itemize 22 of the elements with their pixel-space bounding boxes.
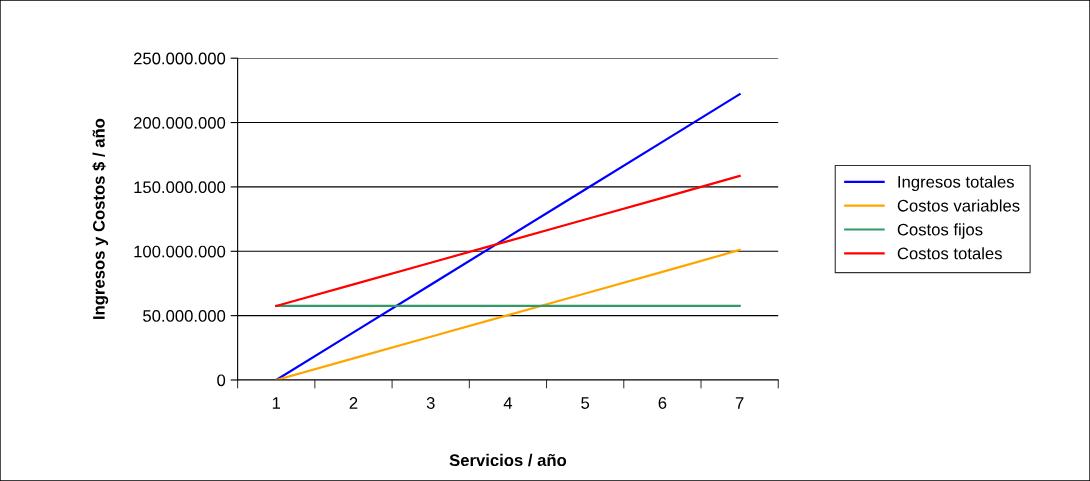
line-series <box>275 93 741 380</box>
x-tick-label: 6 <box>658 397 667 409</box>
legend-label: Ingresos totales <box>898 175 1014 192</box>
legend-label: Costos totales <box>897 247 1002 260</box>
y-tick-label: 200.000.000 <box>133 116 226 129</box>
y-tick-label: 150.000.000 <box>134 181 226 194</box>
x-axis-title: Servicios / año <box>449 453 567 467</box>
y-tick-label: 50.000.000 <box>143 310 226 322</box>
y-axis-title: Ingresos y Costos $ / año <box>92 118 109 319</box>
line-series <box>275 174 741 308</box>
x-tick-label: 7 <box>735 397 744 409</box>
x-tick-label: 5 <box>581 397 590 409</box>
x-tick-label: 1 <box>272 397 281 409</box>
y-tick-label: 0 <box>217 374 226 387</box>
y-tick-label: 250.000.000 <box>133 52 226 65</box>
legend-label: Costos fijos <box>897 223 983 239</box>
y-tick-label: 100.000.000 <box>134 245 226 258</box>
x-tick-label: 2 <box>349 397 358 409</box>
x-tick-label: 3 <box>426 397 435 409</box>
line-series <box>275 248 741 380</box>
x-tick-label: 4 <box>503 397 513 409</box>
legend-label: Costos variables <box>897 199 1020 212</box>
